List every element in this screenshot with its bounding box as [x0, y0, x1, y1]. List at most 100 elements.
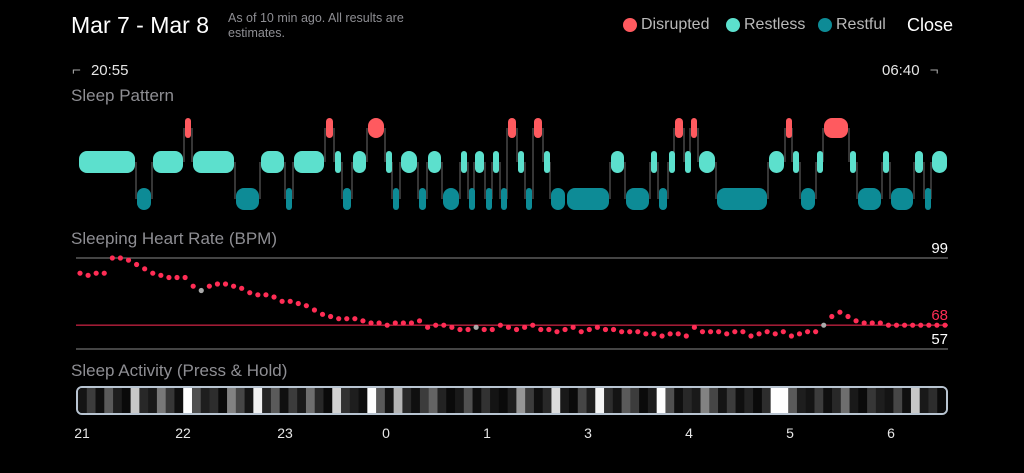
pattern-restful-block [137, 188, 151, 210]
activity-stripe [761, 388, 772, 413]
hr-point [449, 324, 455, 330]
activity-stripe [244, 388, 254, 413]
close-button[interactable]: Close [907, 15, 954, 35]
pattern-restful-block [419, 188, 426, 210]
heart-rate-chart[interactable]: 99 68 57 [70, 236, 955, 354]
hr-resting-label: 68 [931, 307, 948, 324]
pattern-restful-block [343, 188, 351, 210]
activity-stripe [507, 388, 517, 413]
activity-stripe [823, 388, 833, 413]
hr-point [133, 261, 140, 268]
hr-point [142, 266, 148, 272]
hr-point [214, 281, 221, 287]
hr-point [522, 324, 528, 330]
hr-point [344, 316, 350, 322]
activity-stripe [902, 388, 912, 413]
activity-stripe [753, 388, 763, 413]
activity-stripe [928, 388, 938, 413]
hr-point [934, 322, 940, 328]
hr-point [651, 331, 657, 337]
pattern-restless-block [493, 151, 499, 173]
hr-point [926, 322, 932, 328]
activity-stripe [849, 388, 859, 413]
end-time: 06:40 ¬ [882, 62, 938, 79]
activity-stripe [656, 388, 667, 413]
hr-point [837, 309, 843, 315]
disrupted-swatch-icon [623, 18, 637, 32]
hr-point [230, 283, 237, 289]
activity-stripe [700, 388, 710, 413]
activity-stripe [674, 388, 684, 413]
pattern-restless-block [793, 151, 799, 173]
activity-stripe [428, 388, 439, 413]
page-title: Mar 7 - Mar 8 [71, 12, 210, 38]
activity-stripe [709, 388, 719, 413]
pattern-restful-block [469, 188, 475, 210]
hr-point [716, 329, 722, 335]
activity-stripe [367, 388, 377, 413]
activity-stripe [586, 388, 596, 413]
activity-stripe [384, 388, 395, 413]
pattern-restful-block [567, 188, 609, 210]
legend-disrupted: Disrupted [623, 16, 709, 34]
activity-stripe [165, 388, 176, 413]
pattern-restless-block [850, 151, 856, 173]
activity-stripe [481, 388, 491, 413]
activity-stripe [735, 388, 745, 413]
pattern-restless-block [544, 151, 550, 173]
hr-point [942, 322, 948, 328]
activity-stripe [788, 388, 798, 413]
activity-stripe [419, 388, 430, 413]
hr-point [570, 324, 576, 330]
hr-point [336, 316, 342, 322]
hr-min-label: 57 [931, 331, 948, 348]
hr-point [885, 322, 892, 328]
pattern-restless-block [475, 151, 484, 173]
pattern-restless-block [153, 151, 183, 173]
hr-point [724, 331, 730, 337]
pattern-disrupted-block [326, 118, 333, 138]
sleep-pattern-chart[interactable] [70, 106, 955, 218]
hr-max-label: 99 [931, 240, 948, 257]
activity-stripe [542, 388, 553, 413]
activity-stripe [253, 388, 263, 413]
hour-tick-label: 23 [277, 425, 293, 441]
activity-stripe [279, 388, 290, 413]
hr-point [918, 322, 924, 328]
legend-label: Restful [836, 16, 886, 33]
activity-stripe [121, 388, 132, 413]
activity-stripe [95, 388, 105, 413]
activity-stripe [612, 388, 623, 413]
pattern-restless-block [915, 151, 923, 173]
activity-stripe [376, 388, 386, 413]
activity-stripe [533, 388, 544, 413]
sleep-activity-bar[interactable] [76, 386, 948, 415]
pattern-disrupted-block [368, 118, 384, 138]
activity-stripe [130, 388, 140, 413]
activity-stripe [796, 388, 807, 413]
hr-point [691, 324, 697, 330]
hr-point [659, 333, 665, 339]
hr-point [481, 326, 487, 333]
hr-point [667, 331, 673, 337]
hr-point [546, 326, 552, 333]
hr-point [85, 272, 91, 278]
hr-point [780, 329, 786, 335]
hr-point [77, 270, 83, 276]
hr-point [869, 320, 875, 326]
hr-point [166, 274, 172, 281]
hr-point [610, 326, 617, 333]
hr-point [796, 331, 803, 337]
activity-stripe [840, 388, 851, 413]
hr-point [239, 285, 245, 291]
activity-stripe [358, 388, 368, 413]
pattern-restful-block [443, 188, 459, 210]
activity-stripe [402, 388, 412, 413]
hr-point [328, 313, 334, 320]
activity-stripe [297, 388, 307, 413]
activity-stripe [604, 388, 614, 413]
hr-point [594, 324, 600, 330]
pattern-restful-block [236, 188, 259, 210]
pattern-restful-block [659, 188, 667, 210]
activity-stripe [393, 388, 404, 413]
